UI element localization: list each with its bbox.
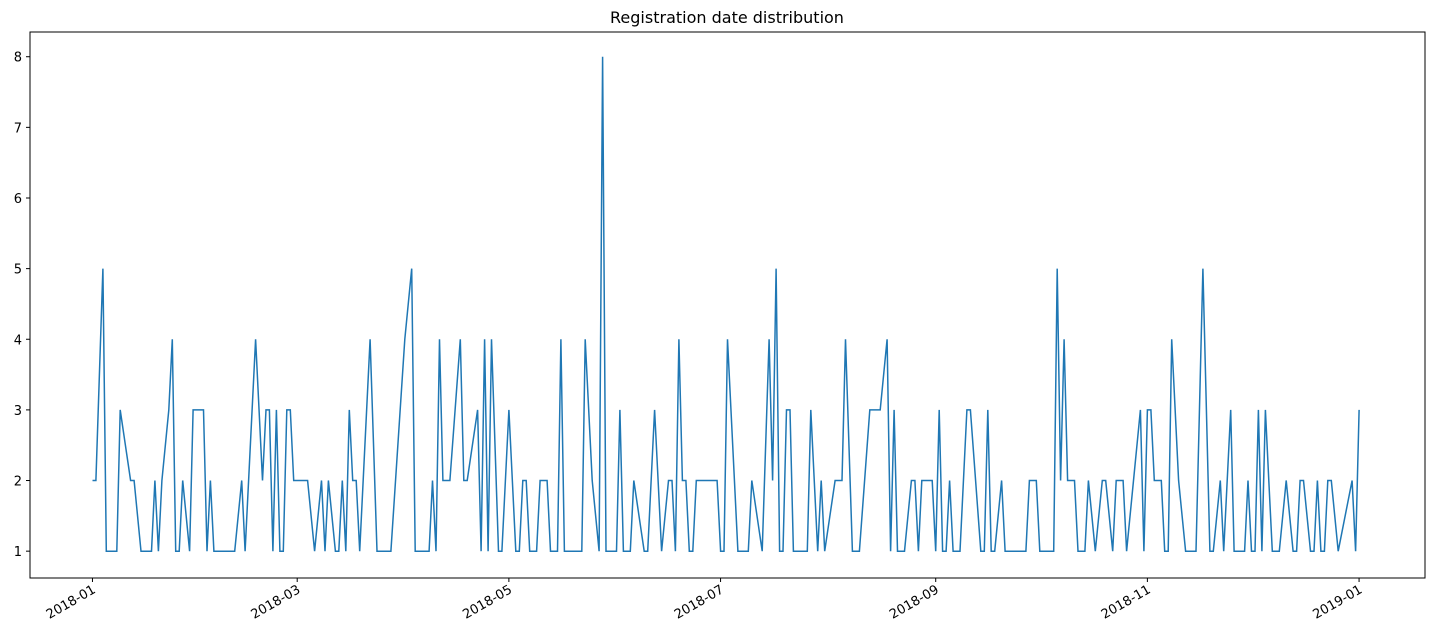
x-tick-label: 2018-07: [672, 582, 727, 622]
y-tick-label: 4: [14, 333, 22, 348]
y-tick-label: 8: [14, 51, 22, 66]
x-tick-label: 2018-11: [1099, 582, 1154, 622]
y-tick-label: 2: [14, 475, 22, 490]
x-tick-label: 2018-09: [887, 582, 942, 622]
x-tick-label: 2018-05: [460, 582, 515, 622]
y-tick-label: 7: [14, 121, 22, 136]
y-tick-label: 1: [14, 545, 22, 560]
chart-title: Registration date distribution: [610, 8, 844, 27]
x-tick-label: 2019-01: [1311, 582, 1366, 622]
y-tick-label: 3: [14, 404, 22, 419]
y-tick-label: 6: [14, 192, 22, 207]
plot-frame: [29, 31, 1426, 579]
x-tick-label: 2018-03: [249, 582, 304, 622]
x-tick-label: 2018-01: [44, 582, 99, 622]
y-tick-label: 5: [14, 263, 22, 278]
line: [92, 56, 1360, 552]
